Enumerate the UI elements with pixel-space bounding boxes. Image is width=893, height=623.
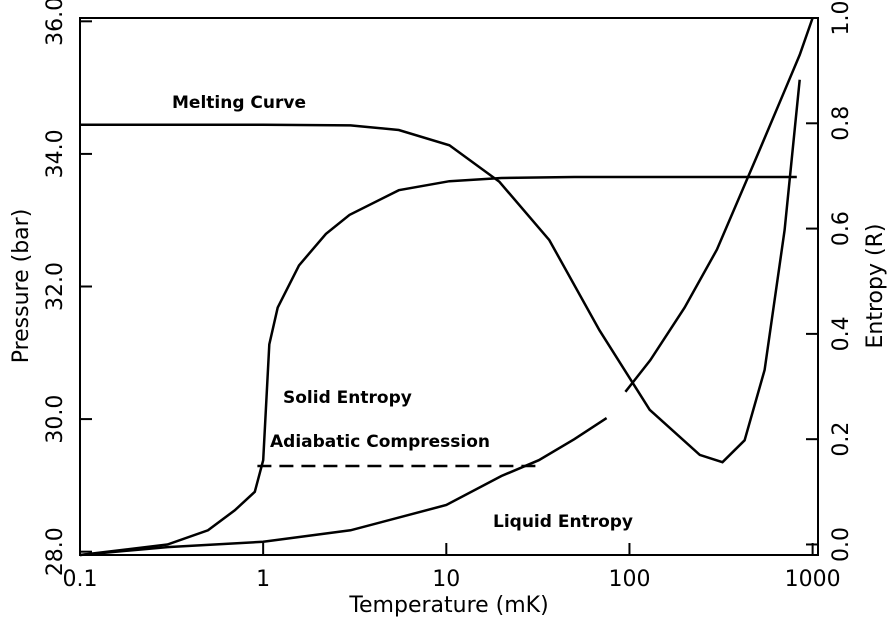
y2-tick-label: 0.4	[829, 316, 854, 351]
x-tick-label: 10	[432, 567, 460, 592]
series-label: Liquid Entropy	[493, 512, 633, 532]
x-axis-title: Temperature (mK)	[348, 593, 548, 618]
series-label: Adiabatic Compression	[270, 432, 490, 452]
x-tick-label: 0.1	[63, 567, 98, 592]
y-axis-title: Pressure (bar)	[9, 209, 34, 364]
series-label: Solid Entropy	[283, 388, 412, 408]
x-tick-label: 1000	[785, 567, 841, 592]
series-line	[80, 79, 801, 464]
y-tick-label: 28.0	[43, 527, 68, 576]
y-tick-label: 32.0	[43, 262, 68, 311]
x-tick-label: 1	[256, 567, 270, 592]
y-tick-label: 34.0	[43, 129, 68, 178]
y2-axis-title: Entropy (R)	[863, 224, 888, 349]
y2-tick-label: 0.2	[829, 422, 854, 457]
y2-tick-label: 0.6	[829, 211, 854, 246]
series-label: Melting Curve	[172, 93, 306, 113]
y2-tick-label: 1.0	[829, 1, 854, 36]
y2-tick-label: 0.8	[829, 106, 854, 141]
x-tick-label: 100	[608, 567, 650, 592]
y2-tick-label: 0.0	[829, 527, 854, 562]
y-tick-label: 36.0	[43, 0, 68, 46]
series-line	[79, 17, 814, 557]
series-line	[79, 175, 797, 557]
y-tick-label: 30.0	[43, 395, 68, 444]
